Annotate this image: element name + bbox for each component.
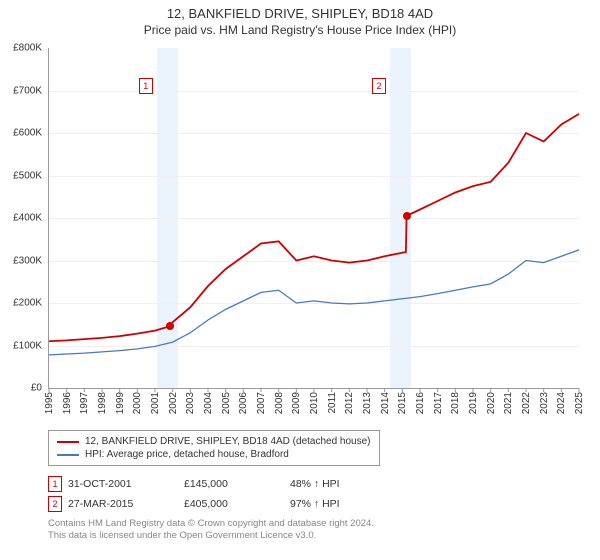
chart-title-block: 12, BANKFIELD DRIVE, SHIPLEY, BD18 4AD P… bbox=[0, 0, 600, 37]
footer-line: This data is licensed under the Open Gov… bbox=[48, 530, 374, 542]
x-tick-label: 2010 bbox=[309, 392, 320, 414]
sale-date: 27-MAR-2015 bbox=[68, 498, 178, 510]
x-tick-label: 1997 bbox=[79, 392, 90, 414]
y-tick-label: £300K bbox=[0, 255, 42, 266]
x-tick-label: 2024 bbox=[556, 392, 567, 414]
x-tick-label: 2023 bbox=[539, 392, 550, 414]
sale-pct: 97% ↑ HPI bbox=[290, 498, 390, 510]
sale-point-dot bbox=[403, 212, 411, 220]
series-line bbox=[49, 250, 579, 355]
x-tick-label: 2014 bbox=[380, 392, 391, 414]
sale-price: £145,000 bbox=[184, 478, 284, 490]
x-tick-label: 2016 bbox=[415, 392, 426, 414]
x-tick-label: 1998 bbox=[97, 392, 108, 414]
legend: 12, BANKFIELD DRIVE, SHIPLEY, BD18 4AD (… bbox=[48, 430, 380, 466]
plot-svg bbox=[49, 48, 579, 388]
legend-swatch bbox=[57, 454, 79, 456]
x-tick-label: 2003 bbox=[185, 392, 196, 414]
y-tick-label: £0 bbox=[0, 383, 42, 394]
sale-price: £405,000 bbox=[184, 498, 284, 510]
chart-subtitle: Price paid vs. HM Land Registry's House … bbox=[0, 23, 600, 37]
x-tick-label: 2008 bbox=[274, 392, 285, 414]
x-tick-label: 2000 bbox=[132, 392, 143, 414]
legend-item: 12, BANKFIELD DRIVE, SHIPLEY, BD18 4AD (… bbox=[57, 435, 371, 448]
x-tick-label: 1995 bbox=[44, 392, 55, 414]
x-tick-label: 2002 bbox=[168, 392, 179, 414]
x-tick-label: 2001 bbox=[150, 392, 161, 414]
plot-region: 12 bbox=[48, 48, 579, 389]
chart-title: 12, BANKFIELD DRIVE, SHIPLEY, BD18 4AD bbox=[0, 6, 600, 21]
x-tick-label: 2022 bbox=[521, 392, 532, 414]
sale-date: 31-OCT-2001 bbox=[68, 478, 178, 490]
x-tick-label: 2009 bbox=[291, 392, 302, 414]
y-tick-label: £200K bbox=[0, 298, 42, 309]
legend-swatch bbox=[57, 441, 79, 443]
x-tick-label: 2013 bbox=[362, 392, 373, 414]
x-tick-label: 2017 bbox=[433, 392, 444, 414]
footer-line: Contains HM Land Registry data © Crown c… bbox=[48, 518, 374, 530]
series-line bbox=[49, 114, 579, 341]
x-tick-label: 2004 bbox=[203, 392, 214, 414]
y-tick-label: £600K bbox=[0, 128, 42, 139]
y-tick-label: £100K bbox=[0, 340, 42, 351]
x-tick-label: 2020 bbox=[486, 392, 497, 414]
sales-row: 1 31-OCT-2001 £145,000 48% ↑ HPI bbox=[48, 476, 390, 492]
y-tick-label: £800K bbox=[0, 43, 42, 54]
sales-row: 2 27-MAR-2015 £405,000 97% ↑ HPI bbox=[48, 496, 390, 512]
x-tick-label: 2025 bbox=[574, 392, 585, 414]
sale-point-dot bbox=[166, 322, 174, 330]
chart-marker: 2 bbox=[372, 78, 386, 94]
legend-item: HPI: Average price, detached house, Brad… bbox=[57, 448, 371, 461]
sales-table: 1 31-OCT-2001 £145,000 48% ↑ HPI 2 27-MA… bbox=[48, 476, 390, 516]
x-tick-label: 2007 bbox=[256, 392, 267, 414]
x-tick-label: 2018 bbox=[450, 392, 461, 414]
legend-label: HPI: Average price, detached house, Brad… bbox=[85, 449, 289, 460]
y-tick-label: £400K bbox=[0, 213, 42, 224]
x-tick-label: 2021 bbox=[503, 392, 514, 414]
footer-attribution: Contains HM Land Registry data © Crown c… bbox=[48, 518, 374, 542]
x-tick-label: 2015 bbox=[397, 392, 408, 414]
x-tick-label: 2012 bbox=[344, 392, 355, 414]
chart-marker: 1 bbox=[139, 78, 153, 94]
x-tick-label: 1996 bbox=[62, 392, 73, 414]
legend-label: 12, BANKFIELD DRIVE, SHIPLEY, BD18 4AD (… bbox=[85, 436, 371, 447]
x-tick-label: 2011 bbox=[327, 392, 338, 414]
sale-marker-icon: 1 bbox=[48, 476, 62, 492]
y-tick-label: £500K bbox=[0, 170, 42, 181]
x-tick-label: 2005 bbox=[221, 392, 232, 414]
chart-area: 12 £0£100K£200K£300K£400K£500K£600K£700K… bbox=[48, 48, 578, 388]
x-tick-label: 2019 bbox=[468, 392, 479, 414]
sale-marker-icon: 2 bbox=[48, 496, 62, 512]
sale-pct: 48% ↑ HPI bbox=[290, 478, 390, 490]
x-tick-label: 1999 bbox=[115, 392, 126, 414]
y-tick-label: £700K bbox=[0, 85, 42, 96]
x-tick-label: 2006 bbox=[238, 392, 249, 414]
